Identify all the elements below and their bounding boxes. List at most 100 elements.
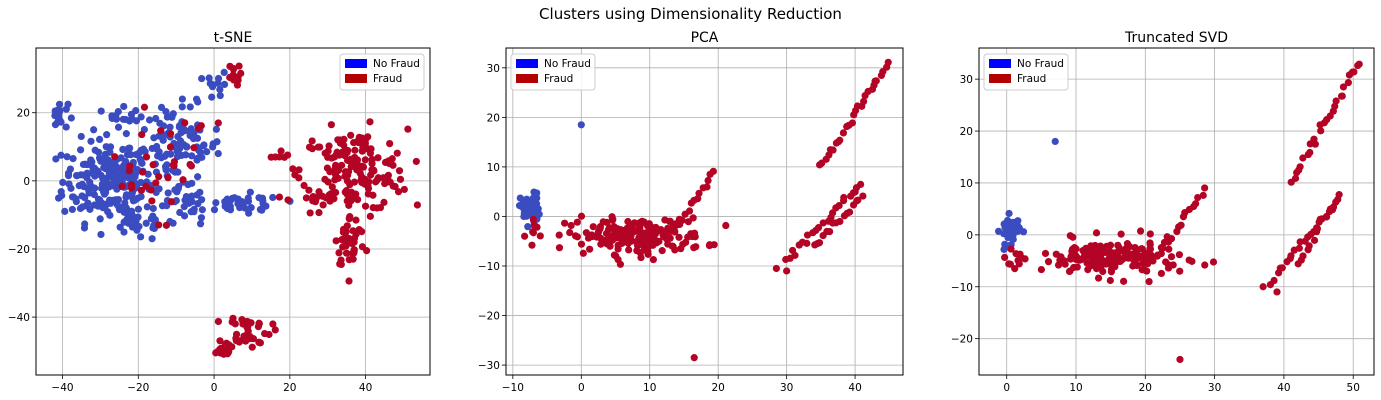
fraud-point xyxy=(166,130,175,138)
legend-swatch-fraud xyxy=(516,74,538,83)
fraud-point xyxy=(685,207,694,215)
fraud-point xyxy=(836,136,844,144)
no-fraud-point xyxy=(157,103,166,111)
fraud-point xyxy=(646,238,654,246)
fraud-point xyxy=(364,133,372,141)
fraud-point xyxy=(404,125,412,133)
no-fraud-point xyxy=(212,199,220,207)
no-fraud-point xyxy=(145,116,154,124)
fraud-point xyxy=(1060,257,1068,265)
legend-label: No Fraud xyxy=(373,58,420,70)
fraud-point xyxy=(630,219,639,227)
fraud-point xyxy=(625,236,633,244)
fraud-point xyxy=(284,196,292,204)
fraud-point xyxy=(244,335,253,343)
no-fraud-point xyxy=(198,153,206,161)
no-fraud-point xyxy=(80,183,88,191)
fraud-point xyxy=(400,185,408,194)
fraud-point xyxy=(1338,92,1346,100)
no-fraud-point xyxy=(247,204,255,212)
no-fraud-point xyxy=(143,203,151,211)
y-tick-label: 20 xyxy=(17,108,30,120)
fraud-point xyxy=(1177,221,1185,229)
fraud-point xyxy=(623,229,631,237)
fraud-point xyxy=(1185,256,1193,264)
legend-label: Fraud xyxy=(544,73,573,85)
no-fraud-point xyxy=(132,169,140,177)
fraud-point xyxy=(854,196,862,204)
y-tick-label: 10 xyxy=(960,178,973,190)
fraud-point xyxy=(367,171,375,179)
fraud-point xyxy=(1091,258,1099,266)
fraud-point xyxy=(358,227,366,236)
fraud-point xyxy=(646,233,654,241)
fraud-point xyxy=(275,193,284,201)
fraud-point xyxy=(139,168,147,176)
no-fraud-point xyxy=(124,144,132,153)
fraud-point xyxy=(302,194,310,202)
fraud-point xyxy=(597,240,605,248)
fraud-point xyxy=(315,188,323,196)
no-fraud-point xyxy=(1019,228,1028,236)
fraud-point xyxy=(1169,261,1177,269)
subplot-title: PCA xyxy=(691,30,719,46)
legend-label: No Fraud xyxy=(1017,58,1064,70)
fraud-point xyxy=(142,153,151,161)
fraud-point xyxy=(386,140,394,148)
fraud-point xyxy=(342,249,351,257)
fraud-point xyxy=(677,245,685,253)
no-fraud-point xyxy=(122,193,130,201)
legend-swatch-no-fraud xyxy=(989,59,1011,68)
no-fraud-point xyxy=(87,137,95,145)
x-tick-label: 50 xyxy=(1347,382,1360,394)
x-tick-label: 0 xyxy=(1003,382,1010,394)
y-tick-label: −20 xyxy=(8,244,30,256)
fraud-point xyxy=(306,209,314,217)
fraud-point xyxy=(1194,193,1202,202)
no-fraud-point xyxy=(148,235,156,243)
no-fraud-point xyxy=(269,193,277,202)
no-fraud-point xyxy=(180,140,188,149)
y-tick-label: 0 xyxy=(966,230,973,242)
fraud-point xyxy=(190,144,198,152)
fraud-point xyxy=(1259,283,1267,291)
legend-label: No Fraud xyxy=(544,58,591,70)
fraud-point xyxy=(859,192,867,200)
fraud-point xyxy=(323,164,332,172)
x-tick-label: 10 xyxy=(643,382,656,394)
fraud-point xyxy=(349,255,357,263)
fraud-point xyxy=(232,334,240,342)
fraud-point xyxy=(162,221,171,229)
fraud-point xyxy=(1329,203,1338,211)
fraud-point xyxy=(567,221,575,230)
fraud-point xyxy=(343,222,351,230)
fraud-point xyxy=(280,153,288,161)
fraud-point xyxy=(235,62,243,70)
fraud-point xyxy=(142,182,150,190)
no-fraud-point xyxy=(208,93,216,101)
fraud-point xyxy=(826,227,834,236)
fraud-point xyxy=(334,166,343,174)
fraud-point xyxy=(614,256,622,264)
no-fraud-point xyxy=(80,224,89,232)
no-fraud-point xyxy=(258,206,266,214)
no-fraud-point xyxy=(167,150,175,158)
fraud-point xyxy=(819,219,827,227)
no-fraud-point xyxy=(213,138,221,146)
fraud-point xyxy=(1310,236,1319,244)
legend-label: Fraud xyxy=(373,73,402,85)
fraud-point xyxy=(625,246,633,254)
fraud-point xyxy=(223,350,232,358)
fraud-point xyxy=(214,119,222,127)
fraud-point xyxy=(1044,258,1053,266)
no-fraud-point xyxy=(90,126,98,134)
no-fraud-point xyxy=(166,123,174,131)
no-fraud-point xyxy=(194,200,202,208)
fraud-point xyxy=(658,247,666,255)
fraud-point xyxy=(338,236,346,244)
fraud-point xyxy=(269,320,277,328)
fraud-point xyxy=(612,233,621,242)
fraud-point xyxy=(354,195,362,204)
fraud-point xyxy=(528,241,536,249)
fraud-point xyxy=(631,227,639,235)
